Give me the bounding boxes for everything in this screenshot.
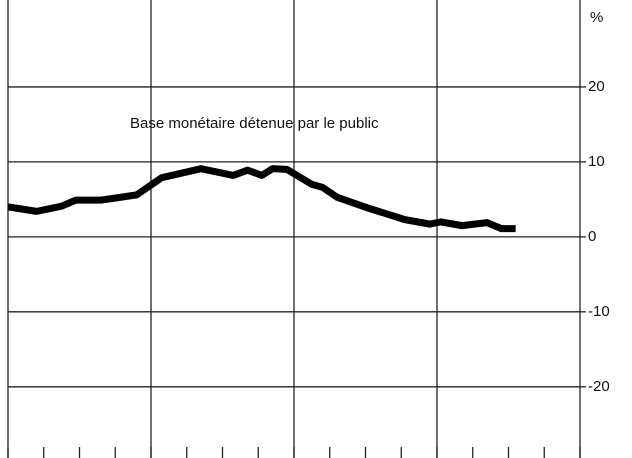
y-axis-unit: % <box>590 9 603 26</box>
y-tick-label: 20 <box>588 78 605 95</box>
series-label: Base monétaire détenue par le public <box>130 115 379 132</box>
line-series <box>7 165 516 233</box>
y-tick-label: 0 <box>588 228 596 245</box>
y-tick-label: -10 <box>588 303 610 320</box>
y-tick-label: -20 <box>588 378 610 395</box>
y-tick-label: 10 <box>588 153 605 170</box>
